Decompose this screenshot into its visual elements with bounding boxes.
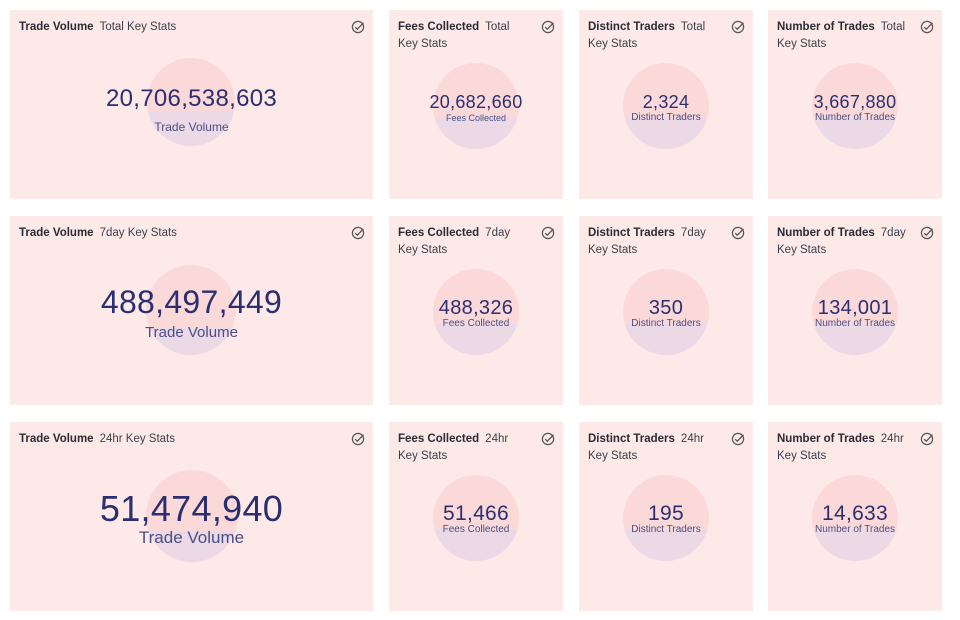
stat-card-fees-collected-total: Fees Collected Total Key Stats 20,682,660… <box>389 10 563 199</box>
card-subtitle: 7day Key Stats <box>99 227 177 239</box>
stat-value: 488,326 <box>438 297 514 319</box>
card-subtitle: 24hr Key Stats <box>777 433 904 462</box>
stat-label: Number of Trades <box>814 318 896 329</box>
stat-value: 134,001 <box>817 297 893 319</box>
stat-circle <box>433 475 519 561</box>
card-subtitle: Total Key Stats <box>398 21 510 50</box>
card-header: Number of Trades 7day Key Stats <box>777 225 908 259</box>
check-circle-icon[interactable] <box>731 226 745 240</box>
stat-card-trade-volume-7day: Trade Volume 7day Key Stats 488,497,449 T… <box>10 216 373 405</box>
stat-circle <box>812 475 898 561</box>
stat-value: 14,633 <box>821 502 889 525</box>
card-header: Fees Collected 24hr Key Stats <box>398 431 529 465</box>
stat-circle <box>623 63 709 149</box>
stat-card-number-of-trades-total: Number of Trades Total Key Stats 3,667,88… <box>768 10 942 199</box>
card-header: Distinct Traders 7day Key Stats <box>588 225 719 259</box>
stat-card-trade-volume-total: Trade Volume Total Key Stats 20,706,538,6… <box>10 10 373 199</box>
stat-circle <box>433 63 519 149</box>
check-circle-icon[interactable] <box>351 432 365 446</box>
card-subtitle: 7day Key Stats <box>588 227 706 256</box>
stat-card-fees-collected-24hr: Fees Collected 24hr Key Stats 51,466 Fees… <box>389 422 563 611</box>
card-header: Trade Volume Total Key Stats <box>19 19 339 36</box>
card-header: Fees Collected 7day Key Stats <box>398 225 529 259</box>
card-subtitle: 24hr Key Stats <box>398 433 509 462</box>
stat-card-distinct-traders-24hr: Distinct Traders 24hr Key Stats 195 Disti… <box>579 422 753 611</box>
card-title: Number of Trades <box>777 21 875 33</box>
stat-label: Fees Collected <box>442 318 510 329</box>
card-header: Trade Volume 24hr Key Stats <box>19 431 339 448</box>
card-title: Trade Volume <box>19 227 94 239</box>
card-subtitle: Total Key Stats <box>777 21 906 50</box>
card-header: Number of Trades 24hr Key Stats <box>777 431 908 465</box>
stat-value: 51,474,940 <box>99 488 284 529</box>
stat-value: 51,466 <box>442 502 510 525</box>
stat-value: 20,682,660 <box>429 92 523 112</box>
stat-value: 195 <box>648 502 684 525</box>
card-header: Number of Trades Total Key Stats <box>777 19 908 53</box>
stat-label: Distinct Traders <box>631 112 701 123</box>
stat-circle <box>812 63 898 149</box>
stat-card-distinct-traders-total: Distinct Traders Total Key Stats 2,324 Di… <box>579 10 753 199</box>
check-circle-icon[interactable] <box>351 20 365 34</box>
stat-value: 3,667,880 <box>813 92 897 112</box>
card-subtitle: Total Key Stats <box>99 21 177 33</box>
stat-value: 350 <box>648 297 684 319</box>
stat-card-number-of-trades-24hr: Number of Trades 24hr Key Stats 14,633 Nu… <box>768 422 942 611</box>
stat-circle <box>812 269 898 355</box>
stat-card-distinct-traders-7day: Distinct Traders 7day Key Stats 350 Disti… <box>579 216 753 405</box>
card-header: Fees Collected Total Key Stats <box>398 19 529 53</box>
stat-label: Trade Volume <box>138 528 245 547</box>
stat-circle <box>623 269 709 355</box>
card-header: Trade Volume 7day Key Stats <box>19 225 339 242</box>
card-title: Number of Trades <box>777 433 875 445</box>
card-subtitle: Total Key Stats <box>588 21 706 50</box>
check-circle-icon[interactable] <box>351 226 365 240</box>
stat-label: Trade Volume <box>154 120 229 134</box>
stat-label: Fees Collected <box>442 524 510 535</box>
card-header: Distinct Traders 24hr Key Stats <box>588 431 719 465</box>
stat-circle <box>146 265 236 355</box>
card-title: Fees Collected <box>398 227 480 239</box>
card-title: Distinct Traders <box>588 227 675 239</box>
check-circle-icon[interactable] <box>731 432 745 446</box>
card-title: Distinct Traders <box>588 21 675 33</box>
card-title: Trade Volume <box>19 433 94 445</box>
stat-label: Trade Volume <box>145 324 238 341</box>
check-circle-icon[interactable] <box>731 20 745 34</box>
stat-label: Distinct Traders <box>631 524 701 535</box>
stat-label: Distinct Traders <box>631 318 701 329</box>
stat-card-number-of-trades-7day: Number of Trades 7day Key Stats 134,001 N… <box>768 216 942 405</box>
stat-circle <box>433 269 519 355</box>
check-circle-icon[interactable] <box>920 432 934 446</box>
card-title: Distinct Traders <box>588 433 675 445</box>
card-subtitle: 7day Key Stats <box>398 227 511 256</box>
check-circle-icon[interactable] <box>541 226 555 240</box>
card-subtitle: 24hr Key Stats <box>588 433 704 462</box>
card-title: Trade Volume <box>19 21 94 33</box>
stat-card-fees-collected-7day: Fees Collected 7day Key Stats 488,326 Fee… <box>389 216 563 405</box>
check-circle-icon[interactable] <box>920 20 934 34</box>
stat-circle <box>146 470 238 562</box>
stat-circle <box>623 475 709 561</box>
stat-label: Fees Collected <box>445 113 507 123</box>
stat-value: 488,497,449 <box>100 284 283 320</box>
stat-label: Number of Trades <box>814 524 896 535</box>
card-title: Fees Collected <box>398 433 480 445</box>
stat-label: Number of Trades <box>814 112 896 123</box>
check-circle-icon[interactable] <box>920 226 934 240</box>
stat-circle <box>147 58 235 146</box>
stat-value: 2,324 <box>642 92 690 112</box>
stat-card-trade-volume-24hr: Trade Volume 24hr Key Stats 51,474,940 Tr… <box>10 422 373 611</box>
card-subtitle: 7day Key Stats <box>777 227 906 256</box>
card-title: Number of Trades <box>777 227 875 239</box>
card-header: Distinct Traders Total Key Stats <box>588 19 719 53</box>
stat-value: 20,706,538,603 <box>105 85 278 112</box>
check-circle-icon[interactable] <box>541 20 555 34</box>
check-circle-icon[interactable] <box>541 432 555 446</box>
card-subtitle: 24hr Key Stats <box>99 433 175 445</box>
card-title: Fees Collected <box>398 21 480 33</box>
